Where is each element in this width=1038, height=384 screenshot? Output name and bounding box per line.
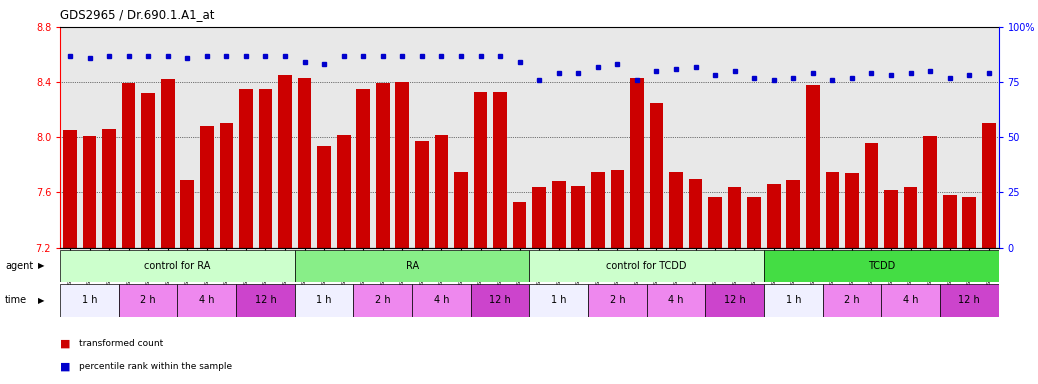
Text: ▶: ▶ — [38, 262, 45, 270]
Bar — [943, 195, 957, 384]
Bar — [513, 202, 526, 384]
Bar — [141, 93, 155, 384]
Bar — [787, 180, 800, 384]
Text: 4 h: 4 h — [903, 295, 919, 306]
Bar — [688, 179, 703, 384]
Bar — [923, 136, 937, 384]
Bar — [865, 143, 878, 384]
Text: 1 h: 1 h — [786, 295, 801, 306]
Bar — [529, 284, 588, 317]
Text: control for RA: control for RA — [144, 261, 211, 271]
Text: 12 h: 12 h — [723, 295, 745, 306]
Bar — [728, 187, 741, 384]
Bar — [60, 250, 295, 282]
Bar — [670, 172, 683, 384]
Bar — [904, 187, 918, 384]
Bar — [356, 89, 371, 384]
Bar — [845, 173, 858, 384]
Text: 1 h: 1 h — [317, 295, 332, 306]
Bar — [395, 82, 409, 384]
Bar — [747, 197, 761, 384]
Bar — [825, 172, 840, 384]
Bar — [298, 78, 311, 384]
Bar — [102, 129, 116, 384]
Text: 2 h: 2 h — [375, 295, 390, 306]
Bar — [295, 284, 353, 317]
Bar — [278, 75, 292, 384]
Bar — [473, 92, 488, 384]
Bar — [939, 284, 999, 317]
Bar — [493, 92, 507, 384]
Bar — [258, 89, 272, 384]
Text: ▶: ▶ — [38, 296, 45, 305]
Text: 1 h: 1 h — [551, 295, 567, 306]
Bar — [588, 284, 647, 317]
Bar — [552, 182, 566, 384]
Bar — [884, 190, 898, 384]
Text: percentile rank within the sample: percentile rank within the sample — [79, 362, 233, 371]
Bar — [764, 250, 999, 282]
Text: 4 h: 4 h — [668, 295, 684, 306]
Text: transformed count: transformed count — [79, 339, 163, 348]
Bar — [376, 83, 389, 384]
Bar — [83, 136, 97, 384]
Text: 12 h: 12 h — [958, 295, 980, 306]
Bar — [708, 197, 722, 384]
Text: 2 h: 2 h — [609, 295, 625, 306]
Text: 2 h: 2 h — [844, 295, 859, 306]
Bar — [454, 172, 468, 384]
Bar — [822, 284, 881, 317]
Text: ■: ■ — [60, 362, 71, 372]
Text: 4 h: 4 h — [199, 295, 215, 306]
Bar — [237, 284, 295, 317]
Bar — [415, 141, 429, 384]
Text: 4 h: 4 h — [434, 295, 449, 306]
Bar — [181, 180, 194, 384]
Bar — [647, 284, 706, 317]
Text: time: time — [5, 295, 27, 306]
Bar — [630, 78, 644, 384]
Text: ■: ■ — [60, 339, 71, 349]
Bar — [881, 284, 940, 317]
Bar — [435, 134, 448, 384]
Bar — [63, 131, 77, 384]
Text: GDS2965 / Dr.690.1.A1_at: GDS2965 / Dr.690.1.A1_at — [60, 8, 215, 21]
Bar — [412, 284, 471, 317]
Bar — [805, 85, 820, 384]
Bar — [764, 284, 822, 317]
Bar — [219, 124, 234, 384]
Bar — [532, 187, 546, 384]
Bar — [118, 284, 177, 317]
Bar — [529, 250, 764, 282]
Text: 1 h: 1 h — [82, 295, 98, 306]
Bar — [60, 284, 118, 317]
Bar — [571, 185, 585, 384]
Bar — [962, 197, 976, 384]
Bar — [982, 124, 995, 384]
Bar — [650, 103, 663, 384]
Bar — [705, 284, 764, 317]
Text: 12 h: 12 h — [254, 295, 276, 306]
Text: RA: RA — [406, 261, 418, 271]
Text: agent: agent — [5, 261, 33, 271]
Bar — [121, 83, 136, 384]
Text: 2 h: 2 h — [140, 295, 156, 306]
Bar — [336, 134, 351, 384]
Text: control for TCDD: control for TCDD — [606, 261, 687, 271]
Bar — [295, 250, 529, 282]
Bar — [200, 126, 214, 384]
Text: TCDD: TCDD — [868, 261, 895, 271]
Bar — [610, 170, 624, 384]
Bar — [767, 184, 781, 384]
Bar — [161, 79, 174, 384]
Bar — [239, 89, 253, 384]
Bar — [353, 284, 412, 317]
Bar — [591, 172, 605, 384]
Bar — [177, 284, 236, 317]
Text: 12 h: 12 h — [489, 295, 511, 306]
Bar — [318, 146, 331, 384]
Bar — [471, 284, 529, 317]
